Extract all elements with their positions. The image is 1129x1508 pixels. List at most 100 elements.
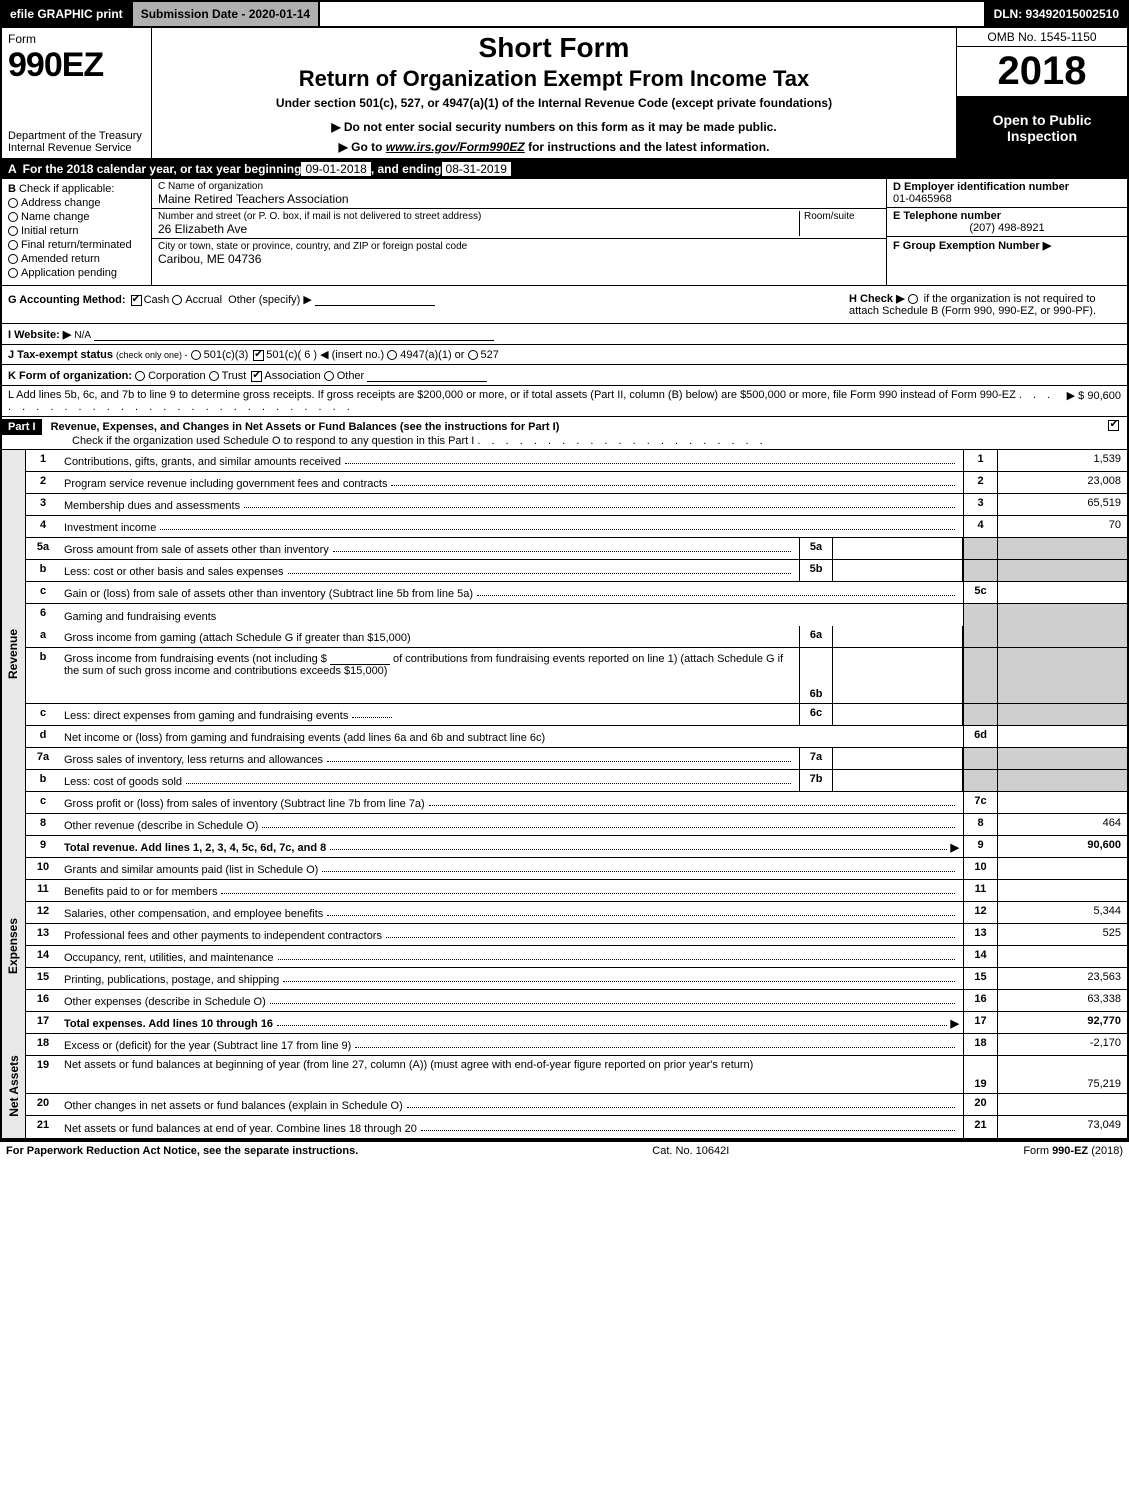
- line-19-val: 75,219: [997, 1056, 1127, 1093]
- header-left: Form 990EZ Department of the Treasury In…: [2, 28, 152, 158]
- line-6b-amount-field[interactable]: [330, 651, 390, 665]
- line-8-num: 8: [26, 814, 60, 835]
- line-15-desc: Printing, publications, postage, and shi…: [64, 974, 279, 986]
- line-5a-rn-shaded: [963, 538, 997, 559]
- radio-accrual[interactable]: [172, 295, 182, 305]
- line-3-desc: Membership dues and assessments: [64, 500, 240, 512]
- submission-date: Submission Date - 2020-01-14: [133, 2, 320, 26]
- line-7a-num: 7a: [26, 748, 60, 769]
- col-d: D Employer identification number 01-0465…: [887, 179, 1127, 285]
- expenses-section: Expenses 10 Grants and similar amounts p…: [0, 858, 1129, 1034]
- line-6a-rv-shaded: [997, 626, 1127, 647]
- line-8-desc: Other revenue (describe in Schedule O): [64, 820, 258, 832]
- radio-application-pending[interactable]: [8, 268, 18, 278]
- line-12-num: 12: [26, 902, 60, 923]
- checkbox-schedule-o[interactable]: [1108, 420, 1119, 431]
- line-1-val: 1,539: [997, 450, 1127, 471]
- line-3: 3 Membership dues and assessments 3 65,5…: [26, 494, 1127, 516]
- line-6c-desc: Less: direct expenses from gaming and fu…: [64, 710, 348, 722]
- a-label: A: [8, 162, 17, 176]
- line-10-rn: 10: [963, 858, 997, 879]
- line-13: 13 Professional fees and other payments …: [26, 924, 1127, 946]
- line-8-rn: 8: [963, 814, 997, 835]
- line-19-desc: Net assets or fund balances at beginning…: [64, 1059, 753, 1071]
- line-5a-mv: [833, 538, 963, 559]
- line-10-num: 10: [26, 858, 60, 879]
- l-text: L Add lines 5b, 6c, and 7b to line 9 to …: [8, 389, 1016, 401]
- line-20: 20 Other changes in net assets or fund b…: [26, 1094, 1127, 1116]
- line-2: 2 Program service revenue including gove…: [26, 472, 1127, 494]
- checkbox-cash[interactable]: [131, 295, 142, 306]
- line-16-desc: Other expenses (describe in Schedule O): [64, 996, 266, 1008]
- other-org-field[interactable]: [367, 368, 487, 382]
- radio-corporation[interactable]: [135, 371, 145, 381]
- line-6a-mn: 6a: [799, 626, 833, 647]
- expenses-sidebar: Expenses: [2, 858, 26, 1034]
- line-19: 19 Net assets or fund balances at beginn…: [26, 1056, 1127, 1094]
- i-row: I Website: ▶ N/A: [0, 324, 1129, 345]
- line-21-desc: Net assets or fund balances at end of ye…: [64, 1123, 417, 1135]
- radio-amended-return[interactable]: [8, 254, 18, 264]
- line-14-desc: Occupancy, rent, utilities, and maintena…: [64, 952, 274, 964]
- l-amount: 90,600: [1087, 390, 1121, 402]
- opt-corporation: Corporation: [148, 370, 205, 382]
- radio-h-check[interactable]: [908, 294, 918, 304]
- other-specify-field[interactable]: [315, 292, 435, 306]
- line-10: 10 Grants and similar amounts paid (list…: [26, 858, 1127, 880]
- do-not-enter: ▶ Do not enter social security numbers o…: [160, 120, 948, 134]
- line-13-desc: Professional fees and other payments to …: [64, 930, 382, 942]
- goto-line: ▶ Go to www.irs.gov/Form990EZ for instru…: [160, 140, 948, 154]
- radio-final-return[interactable]: [8, 240, 18, 250]
- ein-value: 01-0465968: [893, 193, 1121, 205]
- line-16: 16 Other expenses (describe in Schedule …: [26, 990, 1127, 1012]
- radio-name-change[interactable]: [8, 212, 18, 222]
- radio-4947[interactable]: [387, 350, 397, 360]
- radio-trust[interactable]: [209, 371, 219, 381]
- website-field[interactable]: [94, 327, 494, 341]
- line-2-val: 23,008: [997, 472, 1127, 493]
- h-row: H Check ▶ if the organization is not req…: [841, 292, 1121, 317]
- line-3-rn: 3: [963, 494, 997, 515]
- tax-year: 2018: [957, 47, 1127, 97]
- line-18-val: -2,170: [997, 1034, 1127, 1055]
- radio-other-org[interactable]: [324, 371, 334, 381]
- line-5c: c Gain or (loss) from sale of assets oth…: [26, 582, 1127, 604]
- line-9-num: 9: [26, 836, 60, 857]
- line-5b: b Less: cost or other basis and sales ex…: [26, 560, 1127, 582]
- radio-501c3[interactable]: [191, 350, 201, 360]
- opt-final-return: Final return/terminated: [21, 239, 132, 251]
- checkbox-501c[interactable]: [253, 350, 264, 361]
- line-6d-rn: 6d: [963, 726, 997, 747]
- line-6: 6 Gaming and fundraising events: [26, 604, 1127, 626]
- line-6a-desc: Gross income from gaming (attach Schedul…: [64, 632, 411, 644]
- phone-label: E Telephone number: [893, 210, 1121, 222]
- line-7b-mv: [833, 770, 963, 791]
- other-label: Other (specify) ▶: [228, 294, 312, 306]
- opt-trust: Trust: [222, 370, 247, 382]
- line-16-num: 16: [26, 990, 60, 1011]
- line-7b: b Less: cost of goods sold 7b: [26, 770, 1127, 792]
- radio-initial-return[interactable]: [8, 226, 18, 236]
- a-text-pre: For the 2018 calendar year, or tax year …: [23, 162, 302, 176]
- line-8-val: 464: [997, 814, 1127, 835]
- line-6c-rn-shaded: [963, 704, 997, 725]
- line-14-num: 14: [26, 946, 60, 967]
- radio-527[interactable]: [468, 350, 478, 360]
- header-center: Short Form Return of Organization Exempt…: [152, 28, 957, 158]
- line-14-rn: 14: [963, 946, 997, 967]
- goto-post: for instructions and the latest informat…: [525, 140, 770, 154]
- goto-link[interactable]: www.irs.gov/Form990EZ: [386, 140, 525, 154]
- line-6b-rn-shaded: [963, 648, 997, 703]
- opt-address-change: Address change: [21, 197, 101, 209]
- part1-check-text: Check if the organization used Schedule …: [2, 435, 474, 447]
- line-9-val: 90,600: [997, 836, 1127, 857]
- line-5c-num: c: [26, 582, 60, 603]
- line-4: 4 Investment income 4 70: [26, 516, 1127, 538]
- line-6-rn-shaded: [963, 604, 997, 626]
- info-block: B Check if applicable: Address change Na…: [0, 179, 1129, 286]
- i-label: I Website: ▶: [8, 329, 71, 341]
- checkbox-association[interactable]: [251, 371, 262, 382]
- radio-address-change[interactable]: [8, 198, 18, 208]
- line-6a-rn-shaded: [963, 626, 997, 647]
- opt-4947: 4947(a)(1) or: [400, 349, 464, 361]
